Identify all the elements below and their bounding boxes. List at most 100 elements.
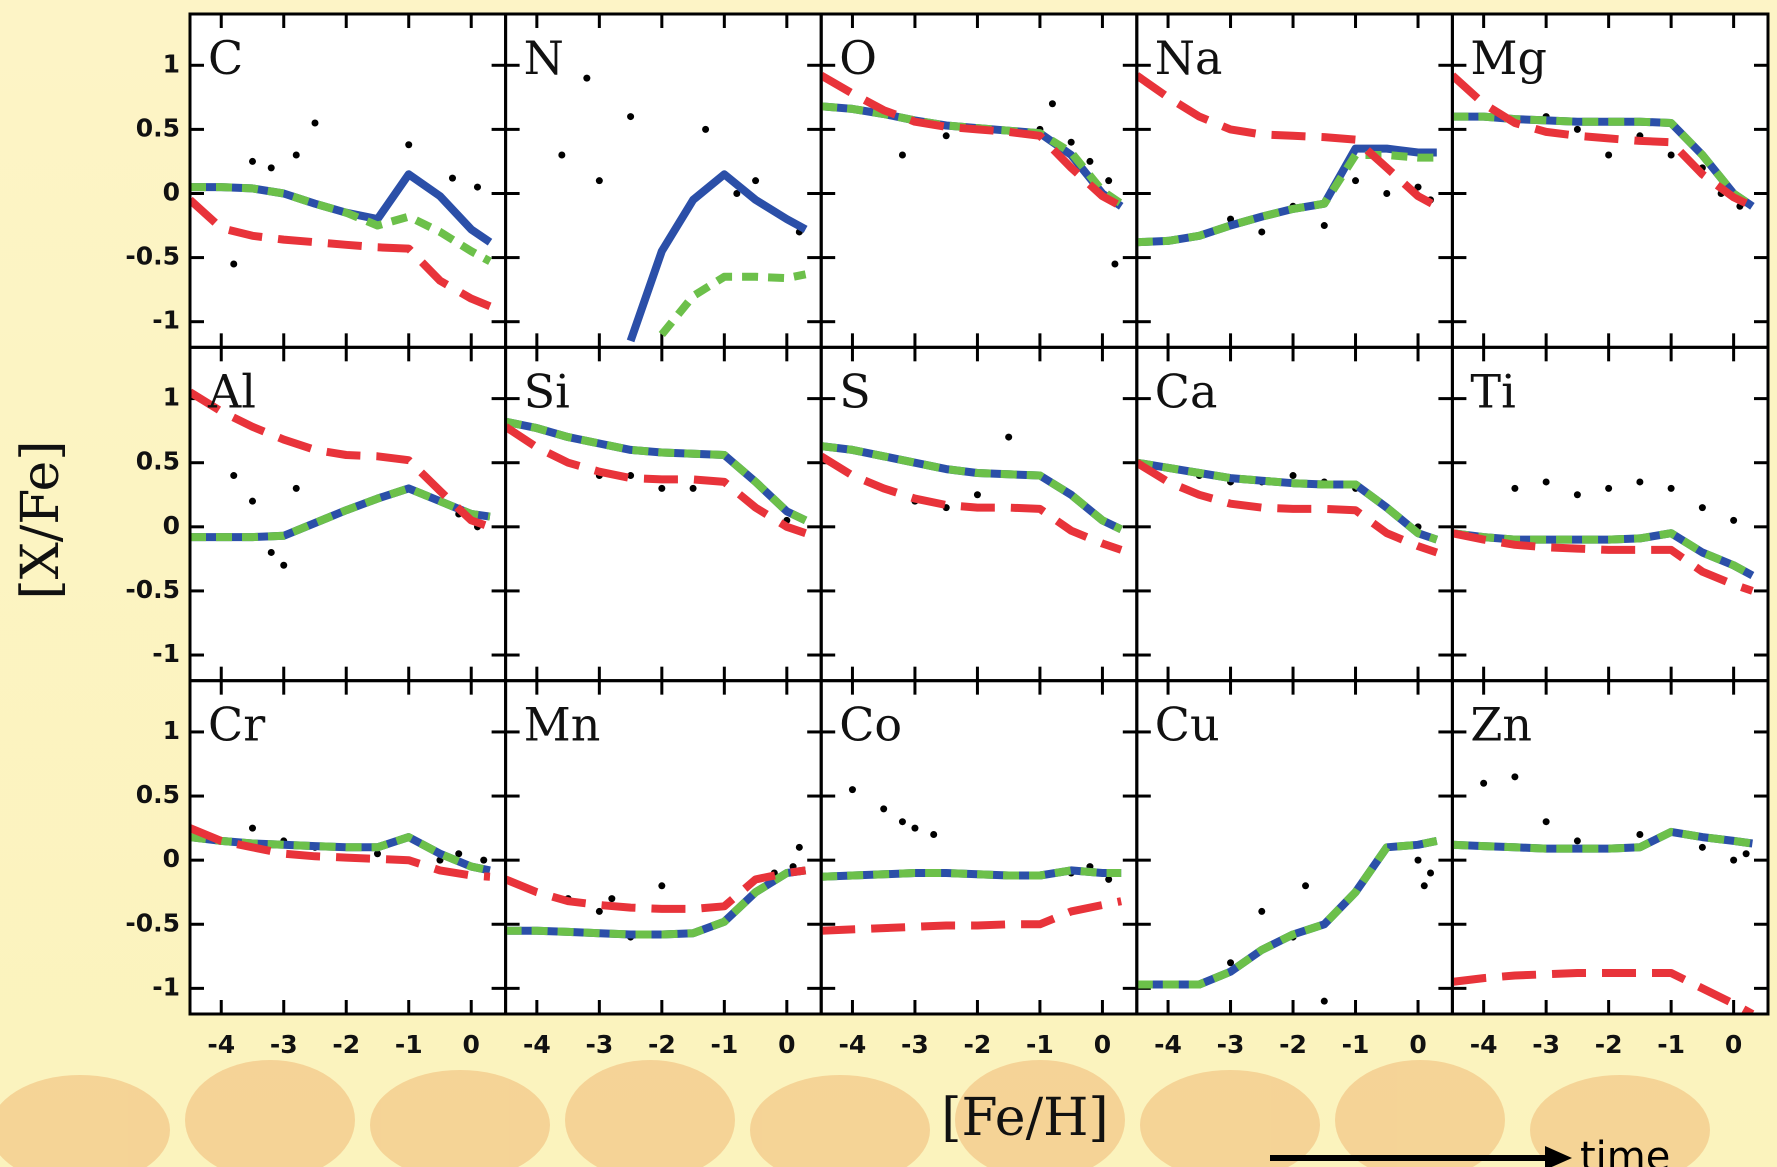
x-tick-label: -2 — [332, 1030, 360, 1059]
model-line — [190, 196, 492, 311]
model-line — [505, 423, 807, 537]
data-layer — [190, 388, 492, 569]
star-point — [911, 824, 919, 832]
model-line — [1452, 827, 1753, 853]
star-point — [1320, 997, 1328, 1005]
star-point — [689, 484, 697, 492]
star-point — [480, 856, 488, 864]
star-point — [627, 113, 635, 121]
x-tick-label: -1 — [710, 1030, 738, 1059]
x-tick-label: -4 — [1470, 1030, 1498, 1059]
model-line — [1136, 72, 1439, 210]
y-tick-label: 0 — [163, 511, 180, 540]
star-point — [608, 895, 616, 903]
element-label: Si — [524, 364, 570, 418]
y-tick-label: 1 — [163, 716, 180, 745]
star-point — [292, 151, 300, 159]
element-label: Zn — [1470, 698, 1532, 752]
data-layer — [821, 72, 1124, 268]
star-point — [1320, 222, 1328, 230]
model-line — [1136, 458, 1439, 544]
star-point — [248, 157, 256, 165]
star-point — [1383, 189, 1391, 197]
star-point — [583, 74, 591, 82]
x-tick-label: -1 — [1342, 1030, 1370, 1059]
model-line — [1452, 529, 1755, 580]
model-line — [190, 388, 492, 531]
element-label: Co — [839, 698, 902, 752]
x-tick-label: -4 — [839, 1030, 867, 1059]
star-point — [702, 125, 710, 133]
x-tick-label: 0 — [778, 1030, 795, 1059]
panel: -1 -0.5 0 0.5 1 C — [125, 12, 508, 349]
element-label: S — [839, 364, 871, 418]
star-point — [267, 548, 275, 556]
star-point — [1636, 478, 1644, 486]
star-point — [405, 141, 413, 149]
x-tick-label: 0 — [1094, 1030, 1111, 1059]
y-tick-label: 0 — [163, 177, 180, 206]
star-point — [248, 497, 256, 505]
star-point — [1667, 151, 1675, 159]
star-point — [1636, 831, 1644, 839]
model-line — [505, 417, 808, 525]
star-point — [1227, 959, 1235, 967]
model-line — [658, 270, 807, 338]
model-line — [190, 824, 491, 881]
y-tick-label: -1 — [152, 972, 180, 1001]
element-label: Ca — [1155, 364, 1218, 418]
star-point — [898, 151, 906, 159]
y-tick-label: 1 — [163, 49, 180, 78]
element-label: Cu — [1155, 698, 1220, 752]
data-layer — [1452, 478, 1755, 595]
star-point — [1414, 856, 1422, 864]
data-layer — [1136, 72, 1439, 247]
star-point — [1258, 228, 1266, 236]
element-label: Mn — [524, 698, 601, 752]
star-point — [230, 260, 238, 268]
star-point — [795, 843, 803, 851]
star-point — [1420, 882, 1428, 890]
model-line — [626, 170, 808, 343]
x-tick-label: -1 — [1657, 1030, 1685, 1059]
x-tick-label: -3 — [1532, 1030, 1560, 1059]
element-label: Ti — [1470, 364, 1515, 418]
star-point — [1511, 484, 1519, 492]
model-line — [1136, 151, 1437, 247]
panel: -4 -3 -2 -1 0 Zn — [1450, 679, 1770, 1059]
x-axis-label: [Fe/H] — [941, 1088, 1108, 1148]
element-label: Na — [1155, 31, 1223, 85]
data-layer — [821, 433, 1123, 554]
star-point — [1048, 100, 1056, 108]
time-label: time — [1580, 1134, 1670, 1167]
model-line — [505, 866, 807, 913]
star-point — [558, 151, 566, 159]
data-layer — [505, 417, 808, 537]
star-point — [1111, 260, 1119, 268]
model-line — [1452, 969, 1755, 1015]
star-point — [930, 831, 938, 839]
star-point — [942, 132, 950, 140]
star-point — [455, 850, 463, 858]
y-tick-label: -0.5 — [125, 908, 180, 937]
star-point — [973, 491, 981, 499]
x-tick-label: 0 — [463, 1030, 480, 1059]
data-layer — [1452, 773, 1755, 1015]
panel: Ca — [1135, 345, 1454, 683]
star-point — [1730, 856, 1738, 864]
star-point — [1605, 151, 1613, 159]
data-layer — [190, 824, 491, 881]
star-point — [1067, 138, 1075, 146]
star-point — [1302, 882, 1310, 890]
star-point — [898, 818, 906, 826]
star-point — [1414, 183, 1422, 191]
data-layer — [821, 786, 1122, 935]
star-point — [1573, 837, 1581, 845]
star-point — [848, 786, 856, 794]
star-point — [1698, 843, 1706, 851]
star-point — [1511, 773, 1519, 781]
star-point — [658, 484, 666, 492]
star-point — [1480, 779, 1488, 787]
element-label: C — [208, 31, 243, 85]
star-point — [1667, 484, 1675, 492]
